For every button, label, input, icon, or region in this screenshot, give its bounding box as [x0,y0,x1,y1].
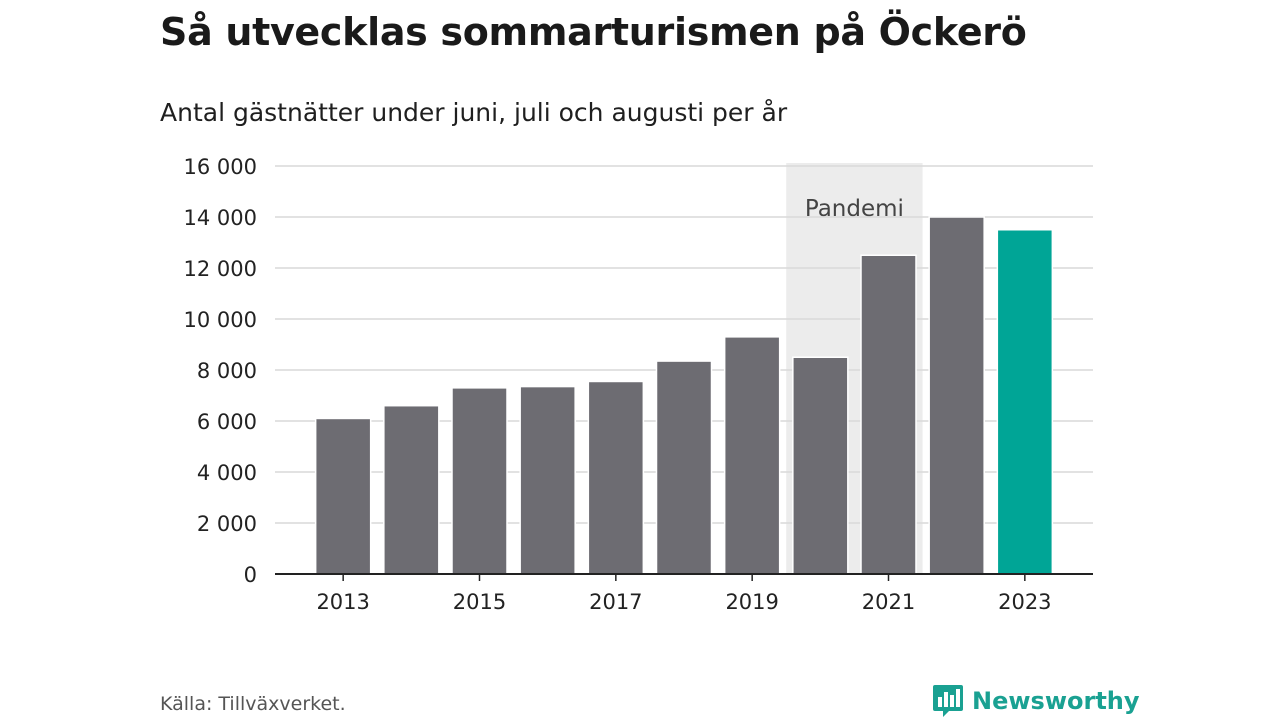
bar-2023 [996,229,1054,575]
x-tick-label: 2019 [725,590,778,614]
brand-logo: Newsworthy [932,683,1140,719]
x-tick-label: 2015 [453,590,506,614]
x-axis-ticks: 2013 2015 2017 2019 2021 2023 [316,574,1052,614]
x-tick-label: 2023 [998,590,1051,614]
y-tick-label: 14 000 [184,206,257,230]
bar-2017 [587,380,645,575]
y-tick-label: 12 000 [184,257,257,281]
x-tick-label: 2021 [862,590,915,614]
y-axis-ticks: 0 2 000 4 000 6 000 8 000 10 000 12 000 14 000 1… [184,155,257,587]
pandemic-label: Pandemi [805,196,904,222]
bar-2014 [383,404,440,575]
bar-2019 [723,336,781,575]
bar-2016 [519,385,576,575]
y-tick-label: 16 000 [184,155,257,179]
bars [314,216,1054,575]
bar-2015 [451,387,508,575]
x-tick-label: 2017 [589,590,642,614]
newsworthy-logo-icon [933,685,963,717]
bar-2018 [655,360,713,575]
x-tick-label: 2013 [316,590,369,614]
source-note: Källa: Tillväxverket. [160,693,346,715]
chart-title: Så utvecklas sommarturismen på Öckerö [160,10,1027,54]
chart-subtitle: Antal gästnätter under juni, juli och au… [160,98,788,127]
y-tick-label: 2 000 [197,512,257,536]
y-tick-label: 8 000 [197,359,257,383]
bar-2013 [314,417,372,575]
bar-2020 [792,356,849,575]
y-tick-label: 0 [244,563,257,587]
bar-2021 [860,254,917,575]
y-tick-label: 6 000 [197,410,257,434]
bar-2022 [928,216,985,575]
brand-name: Newsworthy [972,687,1140,715]
bar-chart: Pandemi 0 2 000 4 000 6 000 8 000 10 000 12 00… [184,155,1093,614]
y-tick-label: 10 000 [184,308,257,332]
y-tick-label: 4 000 [197,461,257,485]
